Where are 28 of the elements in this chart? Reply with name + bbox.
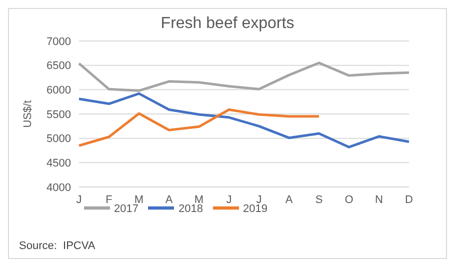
line-series xyxy=(78,108,320,147)
y-axis-title: US$/t xyxy=(22,100,34,128)
legend-label: 2018 xyxy=(178,203,203,216)
y-tick-label: 5000 xyxy=(46,133,71,146)
y-tick-label: 4000 xyxy=(46,182,71,194)
legend-label: 2019 xyxy=(242,203,268,216)
x-tick-label: J xyxy=(76,194,82,206)
x-tick-label: S xyxy=(315,194,323,206)
legend-label: 2017 xyxy=(114,203,138,216)
x-tick-label: A xyxy=(285,194,294,206)
x-tick-label: A xyxy=(165,194,174,206)
x-tick-label: M xyxy=(134,194,144,206)
x-tick-label: F xyxy=(106,194,113,206)
y-tick-label: 6000 xyxy=(46,84,71,97)
line-series xyxy=(78,62,410,92)
line-series xyxy=(78,92,410,148)
y-tick-label: 7000 xyxy=(46,36,71,48)
source-note: Source: IPCVA xyxy=(19,240,96,252)
x-tick-label: N xyxy=(375,194,384,206)
x-tick-label: M xyxy=(194,194,204,206)
chart-title: Fresh beef exports xyxy=(160,15,296,34)
y-tick-label: 4500 xyxy=(46,158,71,170)
x-tick-label: O xyxy=(344,194,354,206)
x-tick-label: D xyxy=(405,194,414,206)
x-tick-label: J xyxy=(226,194,232,206)
y-tick-label: 5500 xyxy=(46,108,71,121)
x-tick-label: J xyxy=(256,194,262,206)
y-tick-label: 6500 xyxy=(46,60,71,72)
